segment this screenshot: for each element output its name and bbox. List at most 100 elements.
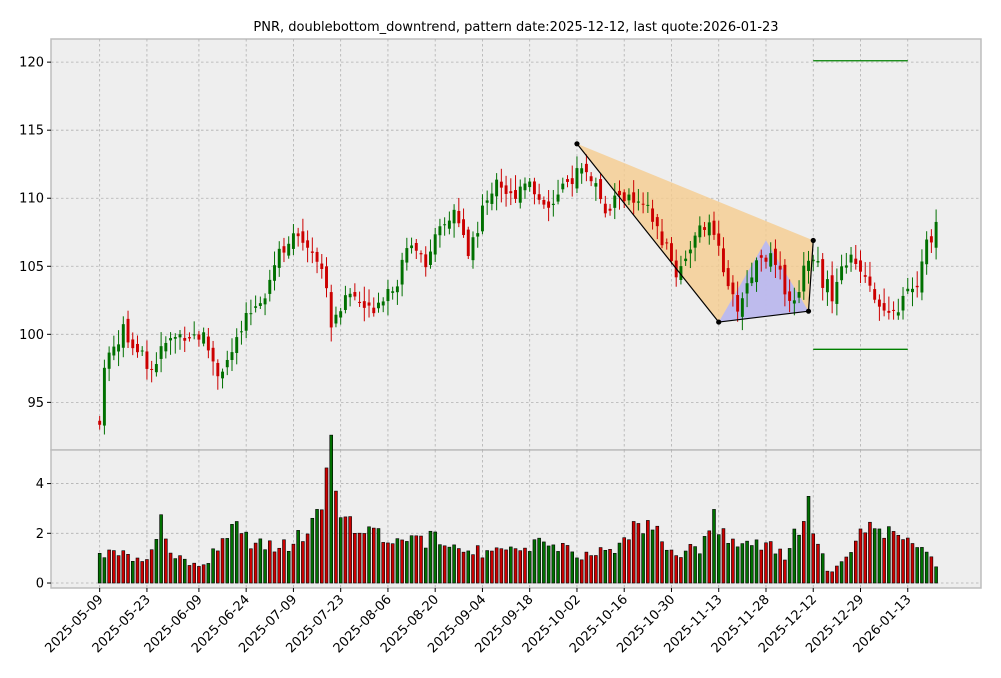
candle bbox=[698, 225, 702, 238]
volume-bar bbox=[745, 540, 749, 584]
volume-bar bbox=[480, 557, 485, 584]
candle bbox=[896, 312, 900, 316]
pattern-line bbox=[807, 240, 814, 312]
volume-bar bbox=[305, 533, 310, 584]
candle bbox=[660, 231, 664, 246]
candle bbox=[235, 337, 239, 354]
volume-bar bbox=[102, 557, 107, 584]
volume-bar bbox=[603, 550, 608, 584]
candle bbox=[717, 233, 721, 246]
volume-bar bbox=[858, 528, 863, 584]
volume-bar bbox=[887, 526, 891, 584]
volume-bar bbox=[924, 551, 929, 584]
volume-bar bbox=[565, 545, 570, 584]
volume-bar bbox=[130, 561, 135, 584]
volume-bar bbox=[579, 559, 584, 584]
volume-bar bbox=[778, 548, 782, 584]
volume-bar bbox=[783, 559, 787, 584]
volume-bar bbox=[433, 531, 437, 584]
candle bbox=[367, 302, 371, 306]
volume-bar bbox=[561, 543, 565, 584]
volume-bar bbox=[513, 548, 518, 584]
volume-bar bbox=[419, 535, 423, 584]
candle bbox=[102, 367, 106, 426]
candle bbox=[258, 303, 262, 306]
candle bbox=[377, 302, 380, 309]
candle bbox=[599, 179, 603, 200]
candle bbox=[792, 300, 796, 304]
volume-bar bbox=[731, 538, 735, 584]
volume-bar bbox=[702, 536, 707, 584]
candle bbox=[750, 277, 754, 284]
volume-bar bbox=[934, 566, 938, 584]
volume-bar bbox=[797, 534, 801, 584]
candle bbox=[551, 203, 555, 206]
volume-bar bbox=[348, 516, 352, 584]
candle bbox=[183, 338, 187, 341]
candle bbox=[816, 261, 820, 263]
candle bbox=[225, 359, 229, 368]
candle bbox=[509, 191, 513, 194]
candle bbox=[476, 233, 480, 237]
volume-bar bbox=[390, 543, 395, 584]
candle bbox=[811, 259, 815, 262]
volume-bar bbox=[773, 553, 778, 584]
candle bbox=[391, 291, 395, 293]
volume-bar bbox=[461, 551, 466, 584]
candle bbox=[410, 245, 414, 249]
candle bbox=[575, 168, 579, 189]
candle bbox=[424, 254, 428, 268]
candle bbox=[566, 179, 569, 182]
volume-bar bbox=[575, 557, 579, 584]
volume-bar bbox=[693, 546, 697, 584]
volume-bar bbox=[324, 467, 329, 584]
candle bbox=[154, 364, 158, 373]
volume-bar bbox=[768, 541, 773, 584]
volume-bar bbox=[371, 527, 376, 584]
candle bbox=[561, 183, 565, 190]
candle bbox=[462, 219, 466, 236]
volume-bar bbox=[338, 517, 343, 584]
volume-bar bbox=[386, 542, 390, 584]
candle bbox=[140, 350, 144, 352]
volume-bar bbox=[296, 530, 300, 584]
volume-bar bbox=[381, 542, 385, 584]
volume-bar bbox=[173, 558, 178, 584]
pattern-point bbox=[574, 141, 580, 147]
y-tick-label: 4 bbox=[36, 477, 44, 492]
volume-bar bbox=[901, 539, 905, 584]
volume-bar bbox=[556, 551, 560, 584]
volume-bar bbox=[107, 549, 111, 584]
volume-bar bbox=[263, 549, 267, 584]
volume-bar bbox=[442, 545, 447, 584]
candle bbox=[665, 242, 669, 244]
volume-bar bbox=[872, 528, 877, 584]
candle bbox=[414, 242, 418, 251]
candle bbox=[169, 338, 173, 341]
candle bbox=[178, 334, 182, 338]
volume-bar bbox=[485, 550, 489, 584]
candle bbox=[844, 265, 848, 268]
volume-bar bbox=[920, 547, 924, 584]
candle bbox=[206, 336, 210, 351]
volume-bar bbox=[537, 537, 541, 584]
candle bbox=[164, 342, 168, 352]
candle bbox=[873, 289, 877, 300]
volume-bar bbox=[546, 545, 551, 584]
volume-bar bbox=[750, 545, 754, 584]
candle bbox=[98, 420, 102, 425]
volume-bar bbox=[617, 542, 622, 584]
candle bbox=[187, 337, 191, 339]
candle bbox=[840, 266, 844, 281]
volume-bar bbox=[726, 542, 730, 584]
volume-bar bbox=[466, 550, 471, 584]
volume-bar bbox=[362, 533, 367, 584]
volume-bar bbox=[197, 566, 201, 584]
volume-bar bbox=[409, 535, 414, 584]
candle bbox=[684, 258, 688, 262]
volume-bar bbox=[754, 539, 759, 584]
candle bbox=[334, 314, 338, 324]
candle bbox=[268, 279, 272, 294]
volume-bar bbox=[400, 539, 404, 584]
candle bbox=[542, 199, 546, 205]
